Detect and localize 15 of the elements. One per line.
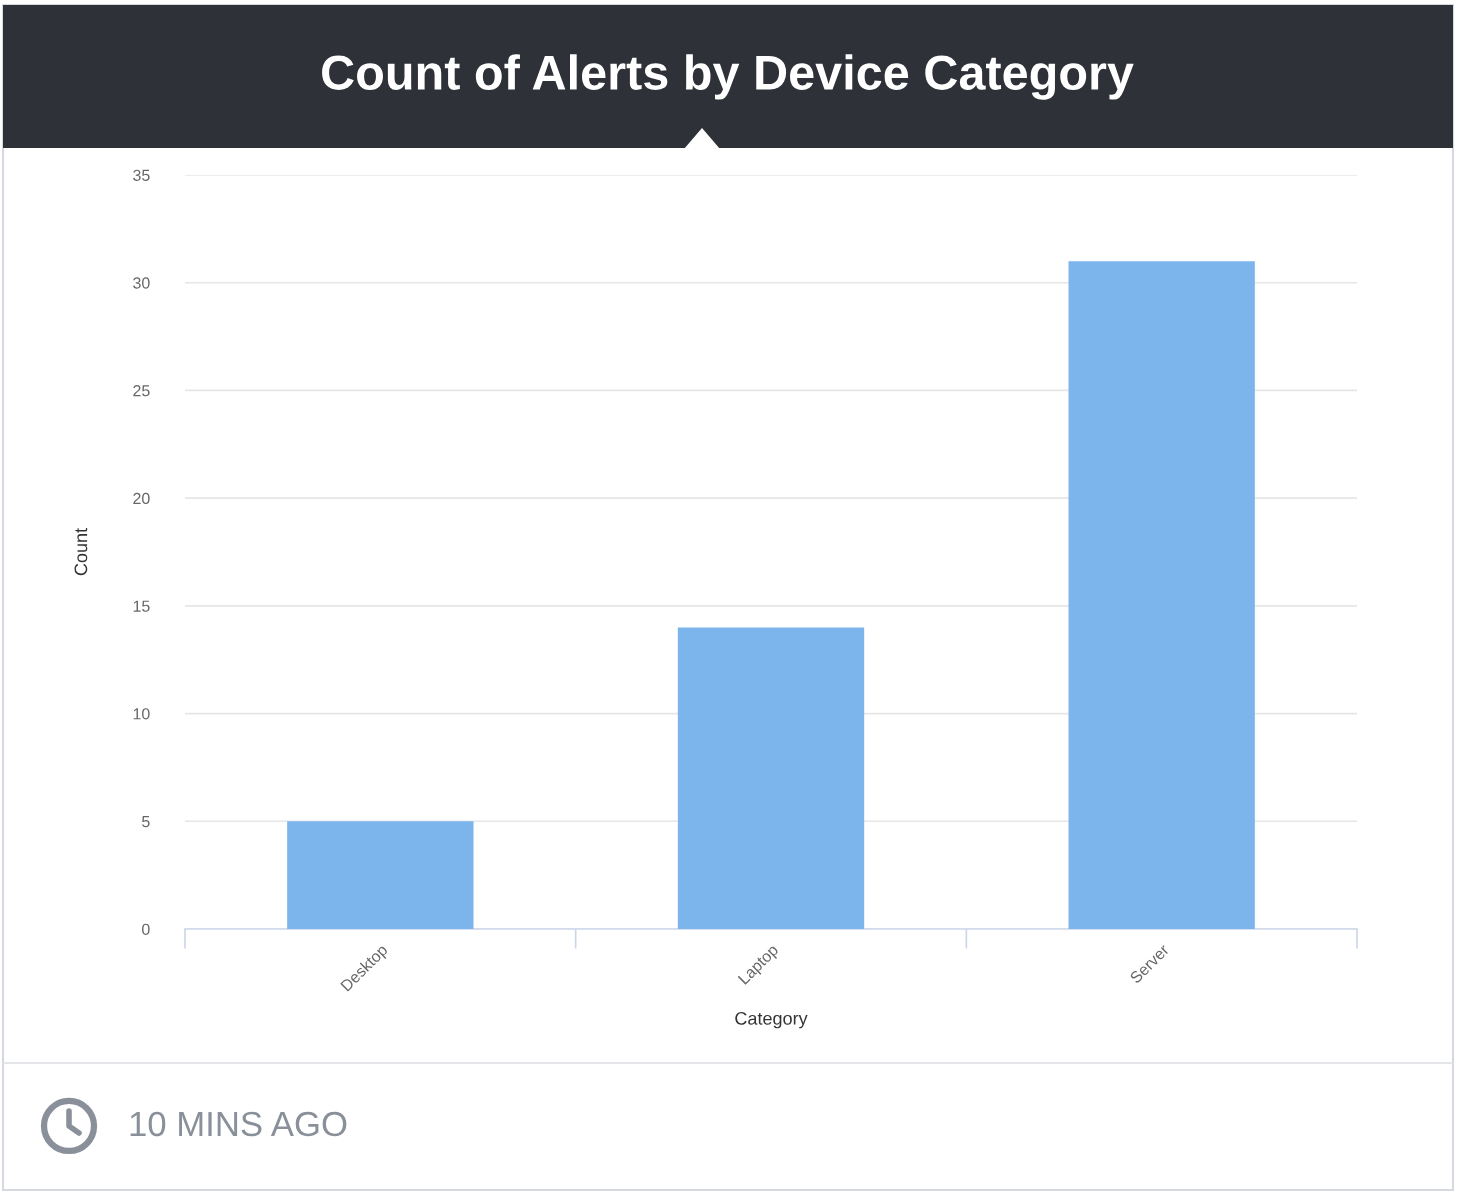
y-tick-label: 20 bbox=[133, 492, 150, 505]
y-tick-label: 0 bbox=[142, 923, 150, 935]
x-axis-title: Category bbox=[735, 1011, 808, 1029]
chart-title: Count of Alerts by Device Category bbox=[322, 54, 1134, 100]
bar bbox=[1068, 261, 1255, 929]
text: 10 MINS AGO bbox=[130, 1111, 347, 1137]
y-axis-title: Count bbox=[74, 528, 88, 576]
y-tick-label: 5 bbox=[142, 816, 150, 828]
y-tick-label: 30 bbox=[133, 277, 150, 289]
y-tick-label: 35 bbox=[133, 169, 150, 181]
y-tick-label: 10 bbox=[133, 708, 150, 720]
bar bbox=[677, 627, 865, 929]
bar bbox=[287, 821, 474, 929]
y-tick-label: 15 bbox=[133, 600, 150, 612]
y-tick-label: 25 bbox=[133, 385, 150, 397]
